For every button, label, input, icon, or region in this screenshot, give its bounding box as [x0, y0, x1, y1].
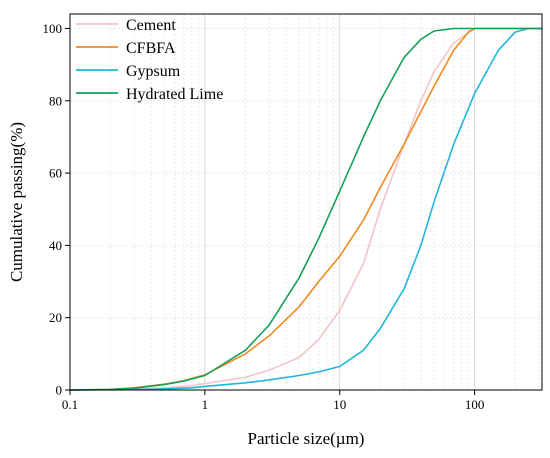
y-axis-title: Cumulative passing(%) [7, 122, 26, 282]
y-tick-label: 100 [43, 21, 63, 36]
x-tick-label: 1 [202, 397, 209, 412]
grid [70, 14, 542, 390]
legend-label: Gypsum [126, 63, 181, 80]
series-line-gypsum [69, 27, 542, 391]
series-lines [69, 27, 542, 391]
x-tick-label: 100 [465, 397, 485, 412]
x-tick-label: 0.1 [62, 397, 78, 412]
y-tick-label: 40 [49, 238, 62, 253]
y-tick-label: 0 [56, 383, 63, 398]
y-tick-label: 20 [49, 310, 62, 325]
y-tick-label: 80 [49, 93, 62, 108]
y-tick-label: 60 [49, 166, 62, 181]
axis-ticks [65, 27, 476, 395]
series-line-hydrated-lime [69, 27, 542, 391]
legend: Cement CFBFA Gypsum Hydrated Lime [76, 17, 223, 103]
legend-label: Hydrated Lime [126, 86, 223, 103]
legend-label: CFBFA [126, 40, 176, 57]
plot-frame [69, 13, 543, 391]
series-line-cement [69, 27, 542, 391]
series-line-cfbfa [69, 27, 542, 391]
x-axis-title: Particle size(µm) [248, 429, 365, 448]
tick-labels: 0.1 1 10 100 0 20 40 60 80 100 [43, 21, 485, 412]
legend-label: Cement [126, 17, 176, 34]
x-tick-label: 10 [333, 397, 346, 412]
